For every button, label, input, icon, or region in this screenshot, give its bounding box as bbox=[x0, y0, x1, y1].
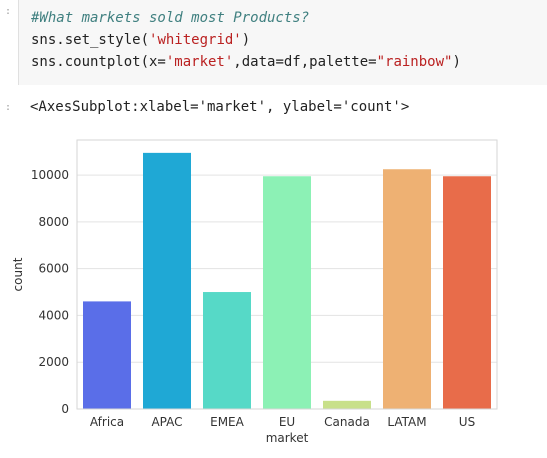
countplot-chart: 0 2000 4000 6000 8000 10000 Africa APAC EMEA EU Ca… bbox=[11, 139, 498, 445]
code-token: ) bbox=[241, 32, 251, 48]
code-comment: #What markets sold most Products? bbox=[31, 10, 310, 26]
y-tick-label: 8000 bbox=[38, 215, 69, 229]
y-tick-label: 6000 bbox=[38, 262, 69, 276]
output-repr: <AxesSubplot:xlabel='market', ylabel='co… bbox=[30, 99, 410, 115]
y-tick-label: 10000 bbox=[31, 168, 69, 182]
code-token: ,data=df,palette= bbox=[233, 54, 377, 70]
x-tick-label: US bbox=[459, 415, 475, 429]
y-axis-label: count bbox=[11, 257, 25, 291]
x-tick-label: Canada bbox=[324, 415, 370, 429]
x-tick-label: LATAM bbox=[387, 415, 426, 429]
bar-africa bbox=[83, 301, 131, 409]
code-token: sns.countplot(x= bbox=[31, 54, 166, 70]
bar-us bbox=[443, 176, 491, 409]
plot-frame bbox=[76, 139, 498, 410]
y-tick-label: 2000 bbox=[38, 355, 69, 369]
code-line-countplot: sns.countplot(x='market',data=df,palette… bbox=[31, 51, 547, 73]
x-tick-label: APAC bbox=[151, 415, 182, 429]
output-prompt: : bbox=[4, 102, 12, 113]
bar-eu bbox=[263, 176, 311, 409]
code-string: "rainbow" bbox=[376, 54, 453, 70]
code-string: 'whitegrid' bbox=[149, 32, 242, 48]
code-line-set-style: sns.set_style('whitegrid') bbox=[31, 29, 547, 51]
x-tick-label: EU bbox=[279, 415, 295, 429]
code-cell[interactable]: #What markets sold most Products? sns.set… bbox=[18, 0, 547, 85]
y-tick-label: 0 bbox=[61, 402, 69, 416]
code-token: sns.set_style( bbox=[31, 32, 150, 48]
x-axis-label: market bbox=[266, 431, 309, 445]
code-token: ) bbox=[452, 54, 461, 70]
y-tick-label: 4000 bbox=[38, 308, 69, 322]
bar-emea bbox=[203, 292, 251, 409]
bar-canada bbox=[323, 400, 371, 409]
x-tick-label: EMEA bbox=[210, 415, 245, 429]
x-tick-label: Africa bbox=[90, 415, 124, 429]
bar-latam bbox=[383, 169, 431, 409]
bar-apac bbox=[143, 152, 191, 409]
input-prompt: : bbox=[4, 6, 12, 17]
code-string: 'market' bbox=[165, 54, 234, 70]
